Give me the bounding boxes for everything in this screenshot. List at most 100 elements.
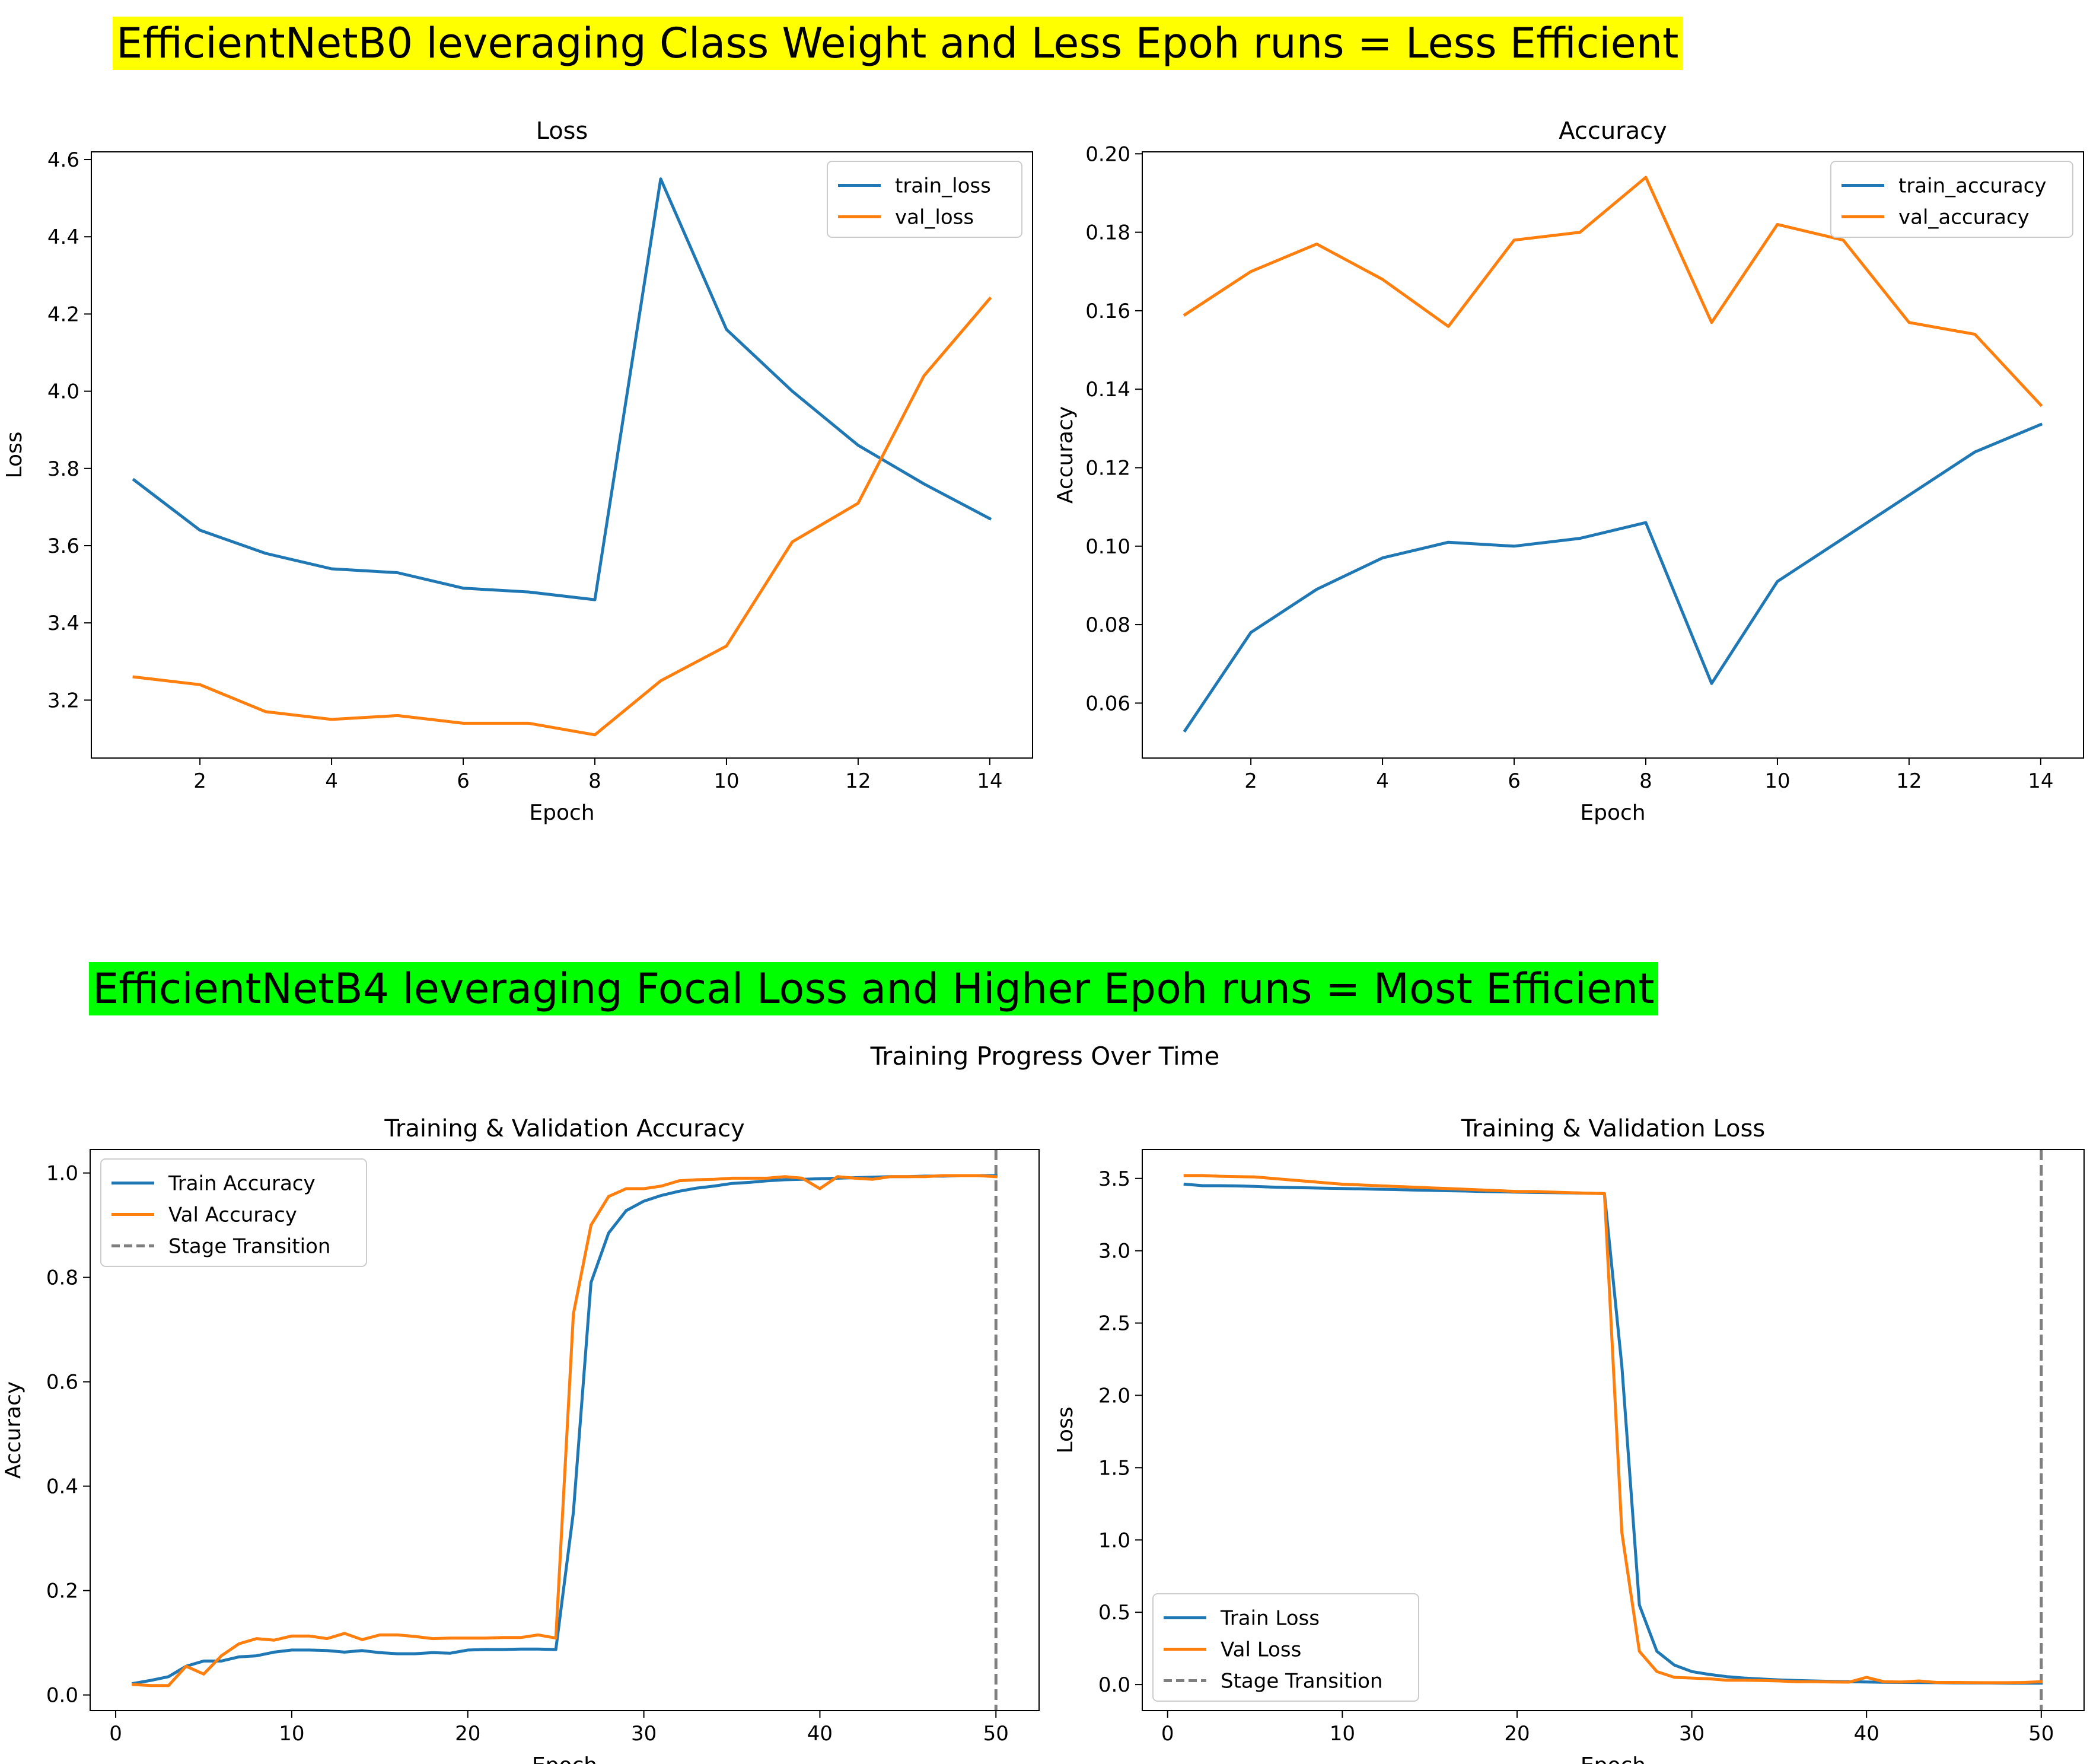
legend-label: Val Loss	[1221, 1638, 1301, 1662]
y-tick-label: 0.14	[1085, 378, 1130, 402]
x-tick-label: 6	[457, 769, 470, 793]
chart-title: Training & Validation Accuracy	[384, 1115, 744, 1142]
legend-box	[1152, 1593, 1419, 1702]
y-axis-label: Loss	[2, 432, 27, 479]
y-tick-label: 3.6	[47, 534, 79, 558]
legend-label: Train Loss	[1220, 1607, 1320, 1631]
x-tick-label: 40	[1854, 1722, 1879, 1746]
y-axis-label: Accuracy	[1053, 406, 1078, 504]
y-tick-label: 3.8	[47, 457, 79, 481]
x-tick-label: 2	[193, 769, 206, 793]
figure-suptitle: Training Progress Over Time	[870, 1042, 1220, 1071]
y-tick-label: 0.6	[46, 1371, 78, 1394]
y-tick-label: 0.0	[1098, 1673, 1130, 1697]
y-tick-label: 0.12	[1085, 456, 1130, 480]
x-tick-label: 4	[325, 769, 338, 793]
x-tick-label: 12	[845, 769, 871, 793]
y-tick-label: 0.10	[1085, 535, 1130, 559]
y-tick-label: 4.4	[47, 225, 79, 249]
y-tick-label: 4.0	[47, 380, 79, 404]
x-tick-label: 2	[1244, 769, 1257, 793]
x-tick-label: 50	[983, 1722, 1009, 1746]
legend-label: Stage Transition	[168, 1235, 330, 1259]
x-tick-label: 14	[977, 769, 1002, 793]
y-tick-label: 0.4	[46, 1475, 78, 1499]
plot-frame	[1142, 151, 2084, 759]
x-tick-label: 50	[2028, 1722, 2054, 1746]
legend-label: Stage Transition	[1221, 1670, 1382, 1693]
legend-box	[100, 1158, 367, 1267]
series-line-val-accuracy	[132, 1174, 998, 1687]
y-tick-label: 0.8	[46, 1266, 78, 1290]
y-tick-label: 1.5	[1098, 1456, 1130, 1480]
y-tick-label: 1.0	[46, 1162, 78, 1186]
y-tick-label: 4.6	[47, 148, 79, 172]
y-tick-label: 4.2	[47, 303, 79, 326]
x-tick-label: 4	[1376, 769, 1389, 793]
chart-title: Loss	[536, 117, 588, 145]
banner-efficientnetb4: EfficientNetB4 leveraging Focal Loss and…	[89, 962, 1658, 1015]
x-tick-label: 8	[588, 769, 601, 793]
chart-title: Accuracy	[1559, 117, 1667, 145]
y-tick-label: 0.2	[46, 1580, 78, 1603]
legend-label: val_loss	[895, 206, 974, 230]
y-tick-label: 1.0	[1098, 1529, 1130, 1552]
plot-frame	[1142, 1149, 2085, 1711]
legend: train_loss val_loss	[827, 161, 1022, 238]
x-tick-label: 20	[1504, 1722, 1530, 1746]
y-tick-label: 3.2	[47, 689, 79, 712]
legend: train_accuracy val_accuracy	[1830, 161, 2073, 238]
plot-frame	[91, 151, 1033, 759]
x-tick-label: 0	[109, 1722, 122, 1746]
x-tick-label: 30	[1679, 1722, 1705, 1746]
series-line-val-loss	[1183, 1174, 2043, 1685]
legend: Train Loss Val Loss Stage Transition	[1152, 1593, 1419, 1702]
x-tick-label: 30	[631, 1722, 657, 1746]
x-tick-label: 8	[1639, 769, 1652, 793]
x-tick-label: 40	[807, 1722, 833, 1746]
plot-frame	[90, 1149, 1040, 1711]
y-axis-label: Loss	[1053, 1407, 1078, 1454]
x-axis-label: Epoch	[1580, 801, 1645, 825]
x-tick-label: 0	[1161, 1722, 1174, 1746]
y-tick-label: 3.5	[1098, 1167, 1130, 1191]
legend-label: train_loss	[895, 174, 991, 198]
y-tick-label: 0.08	[1085, 613, 1130, 637]
x-axis-label: Epoch	[529, 801, 594, 825]
legend-label: train_accuracy	[1898, 174, 2047, 198]
chart-title: Training & Validation Loss	[1461, 1115, 1765, 1142]
series-line-train-loss	[132, 177, 992, 601]
legend: Train Accuracy Val Accuracy Stage Transiti…	[100, 1158, 367, 1267]
series-line-val-accuracy	[1183, 176, 2043, 407]
x-tick-label: 12	[1896, 769, 1922, 793]
y-tick-label: 0.06	[1085, 692, 1130, 715]
x-axis-label: Epoch	[1581, 1753, 1646, 1764]
x-axis-label: Epoch	[532, 1753, 597, 1764]
series-line-train-accuracy	[1183, 422, 2043, 733]
y-tick-label: 2.5	[1098, 1312, 1130, 1336]
legend-label: Train Accuracy	[168, 1172, 316, 1196]
x-tick-label: 6	[1508, 769, 1521, 793]
x-tick-label: 10	[279, 1722, 304, 1746]
series-line-val-loss	[132, 296, 992, 737]
x-tick-label: 10	[1764, 769, 1790, 793]
banner-efficientnetb0: EfficientNetB0 leveraging Class Weight a…	[113, 17, 1683, 70]
loss-chart: Loss 2 4 6 8 10 12 14 3.2 3.4 3.6 3.8 4.0 4.2 4.4 4.6 Ep…	[2, 117, 1033, 825]
x-tick-label: 20	[455, 1722, 480, 1746]
y-tick-label: 0.16	[1085, 300, 1130, 323]
y-axis-label: Accuracy	[1, 1381, 26, 1479]
y-tick-label: 0.20	[1085, 142, 1130, 166]
y-tick-label: 0.0	[46, 1684, 78, 1708]
x-tick-label: 14	[2028, 769, 2053, 793]
y-tick-label: 0.18	[1085, 221, 1130, 245]
y-tick-label: 3.0	[1098, 1240, 1130, 1263]
legend-label: Val Accuracy	[168, 1203, 297, 1227]
legend-box	[1830, 161, 2073, 238]
y-tick-label: 2.0	[1098, 1384, 1130, 1408]
y-tick-label: 0.5	[1098, 1601, 1130, 1625]
training-validation-loss-chart: Training & Validation Loss 0 10 20 30 40 50 0.0…	[1053, 1115, 2085, 1764]
x-tick-label: 10	[1330, 1722, 1355, 1746]
legend-label: val_accuracy	[1898, 206, 2030, 230]
accuracy-chart: Accuracy 2 4 6 8 10 12 14 0.06 0.08 0.10 0.12 0.14 0.…	[1053, 117, 2084, 825]
y-tick-label: 3.4	[47, 612, 79, 635]
